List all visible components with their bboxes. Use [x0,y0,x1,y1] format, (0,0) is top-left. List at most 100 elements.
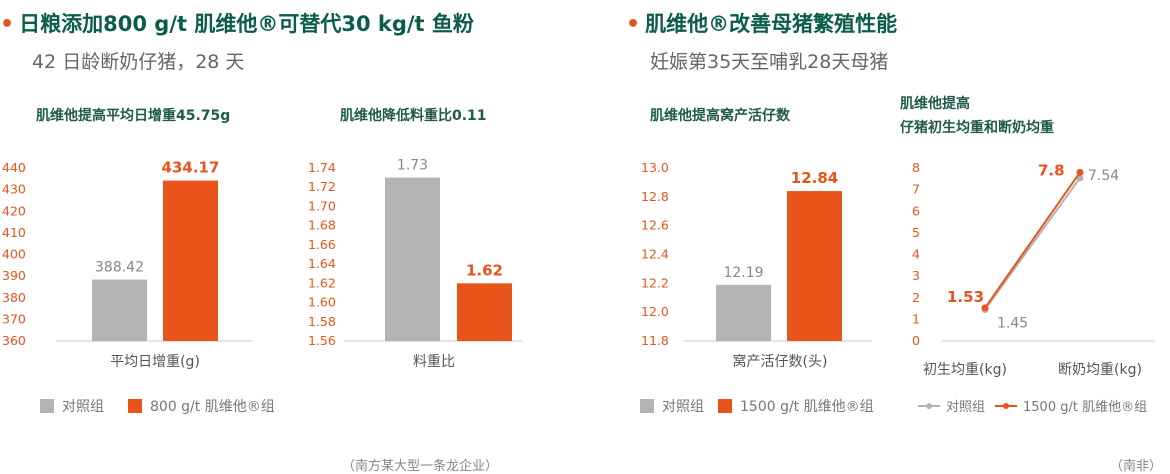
chart4-title-line1: 肌维他提高 [900,96,970,112]
bar-treatment [457,283,512,341]
data-label: 1.73 [397,158,428,174]
chart3-bar-chart: 13.0 12.8 12.6 12.4 12.2 12.0 11.8 12.19 12.84 窝产… [641,160,872,370]
data-point [1076,168,1084,176]
series-line-control [984,177,1081,311]
legend-swatch-orange [718,399,732,413]
y-tick-label: 400 [2,247,26,262]
bar-control [385,177,440,341]
bullet-icon: • [0,12,15,37]
y-tick-label: 420 [2,203,26,218]
data-label: 1.45 [997,316,1028,332]
y-tick-label: 1.72 [308,179,336,194]
y-tick-label: 12.6 [641,218,669,233]
x-category-label: 料重比 [413,354,455,370]
right-source-note: （南非） [1110,459,1163,474]
y-tick-label: 1.60 [308,295,336,310]
right-heading: • 肌维他®改善母猪繁殖性能 [626,8,897,38]
y-tick-label: 1.58 [308,314,336,329]
y-tick-label: 7 [912,182,920,197]
chart1-title: 肌维他提高平均日增重45.75g [36,108,231,124]
y-tick-label: 8 [912,160,920,175]
right-heading-text: 肌维他®改善母猪繁殖性能 [645,12,898,36]
bar-treatment [163,180,218,341]
y-tick-label: 380 [2,290,26,305]
legend-item-control: 对照组 [40,396,104,416]
chart2-title: 肌维他降低料重比0.11 [340,108,487,124]
bar-treatment [787,191,842,341]
legend-item-treatment-line: 1500 g/t 肌维他®组 [995,396,1147,415]
y-tick-label: 430 [2,182,26,197]
chart4-line-chart: 8 7 6 5 4 3 2 1 0 1.45 7.54 1.53 7.8 初生均重(kg) 断奶均重(kg) [912,160,1155,378]
y-tick-label: 1.62 [308,275,336,290]
data-label: 1.53 [947,288,984,306]
bar-control [92,279,147,341]
y-tick-label: 390 [2,268,26,283]
y-tick-label: 12.8 [641,189,669,204]
x-category-label: 初生均重(kg) [923,361,1007,378]
y-tick-label: 12.2 [641,275,669,290]
y-tick-label: 1 [912,311,920,326]
chart1-bar-chart: 440 430 420 410 400 390 380 370 360 388.42 434.17 平… [2,159,252,370]
right-subheading: 妊娠第35天至哺乳28天母猪 [650,51,889,73]
y-tick-label: 410 [2,225,26,240]
y-tick-label: 1.68 [308,218,336,233]
legend-swatch-orange [128,399,142,413]
bullet-icon: • [626,12,641,37]
left-heading-text: 日粮添加800 g/t 肌维他®可替代30 kg/t 鱼粉 [19,12,474,36]
chart2-bar-chart: 1.74 1.72 1.70 1.68 1.66 1.64 1.62 1.60 1.58 1.56… [308,158,522,370]
bar-control [716,284,771,341]
data-label: 12.84 [791,169,838,187]
data-label: 7.54 [1088,168,1119,184]
legend-label: 对照组 [946,400,986,415]
y-tick-label: 13.0 [641,160,669,175]
data-label: 12.19 [723,265,763,281]
legend-label: 对照组 [662,399,704,415]
legend-label: 1500 g/t 肌维他®组 [1023,400,1148,415]
legend-item-treatment: 800 g/t 肌维他®组 [128,396,275,416]
legend-swatch-grey [640,399,654,413]
right-bar-legend: 对照组 1500 g/t 肌维他®组 [640,396,874,416]
data-point [981,304,989,312]
left-heading: • 日粮添加800 g/t 肌维他®可替代30 kg/t 鱼粉 [0,8,474,38]
y-tick-label: 360 [2,333,26,348]
left-legend: 对照组 800 g/t 肌维他®组 [40,396,299,416]
chart3-title: 肌维他提高窝产活仔数 [650,108,790,124]
y-tick-label: 3 [912,268,920,283]
right-line-legend: 对照组 1500 g/t 肌维他®组 [918,396,1147,415]
chart4-title-line2: 仔猪初生均重和断奶均重 [900,120,1054,136]
legend-label: 1500 g/t 肌维他®组 [740,399,874,415]
series-line-treatment [984,171,1081,309]
legend-label: 对照组 [62,399,104,415]
data-label: 434.17 [162,159,220,177]
y-tick-label: 12.0 [641,304,669,319]
legend-line-marker-grey [918,401,940,411]
data-label: 388.42 [95,260,144,276]
legend-label: 800 g/t 肌维他®组 [150,399,275,415]
y-tick-label: 1.74 [308,160,336,175]
y-tick-label: 12.4 [641,247,669,262]
data-label: 7.8 [1038,161,1065,179]
y-tick-label: 5 [912,225,920,240]
y-tick-label: 1.66 [308,237,336,252]
y-tick-label: 1.70 [308,198,336,213]
legend-swatch-grey [40,399,54,413]
y-tick-label: 1.64 [308,256,336,271]
legend-item-treatment: 1500 g/t 肌维他®组 [718,396,874,416]
legend-line-marker-orange [995,401,1018,411]
chart4-title: 肌维他提高 仔猪初生均重和断奶均重 [900,92,1054,140]
left-subheading: 42 日龄断奶仔猪，28 天 [32,51,245,73]
y-tick-label: 6 [912,203,920,218]
y-tick-label: 2 [912,290,920,305]
left-source-note: （南方某大型一条龙企业） [342,459,499,474]
x-category-label: 平均日增重(g) [110,354,200,370]
data-label: 1.62 [466,261,503,279]
legend-item-control-line: 对照组 [918,396,985,415]
y-tick-label: 11.8 [641,333,669,348]
x-category-label: 断奶均重(kg) [1058,362,1142,378]
y-tick-label: 1.56 [308,333,336,348]
legend-item-control: 对照组 [640,396,704,416]
y-tick-label: 440 [2,160,26,175]
y-tick-label: 0 [912,333,920,348]
y-tick-label: 4 [912,247,920,262]
y-tick-label: 370 [2,311,26,326]
